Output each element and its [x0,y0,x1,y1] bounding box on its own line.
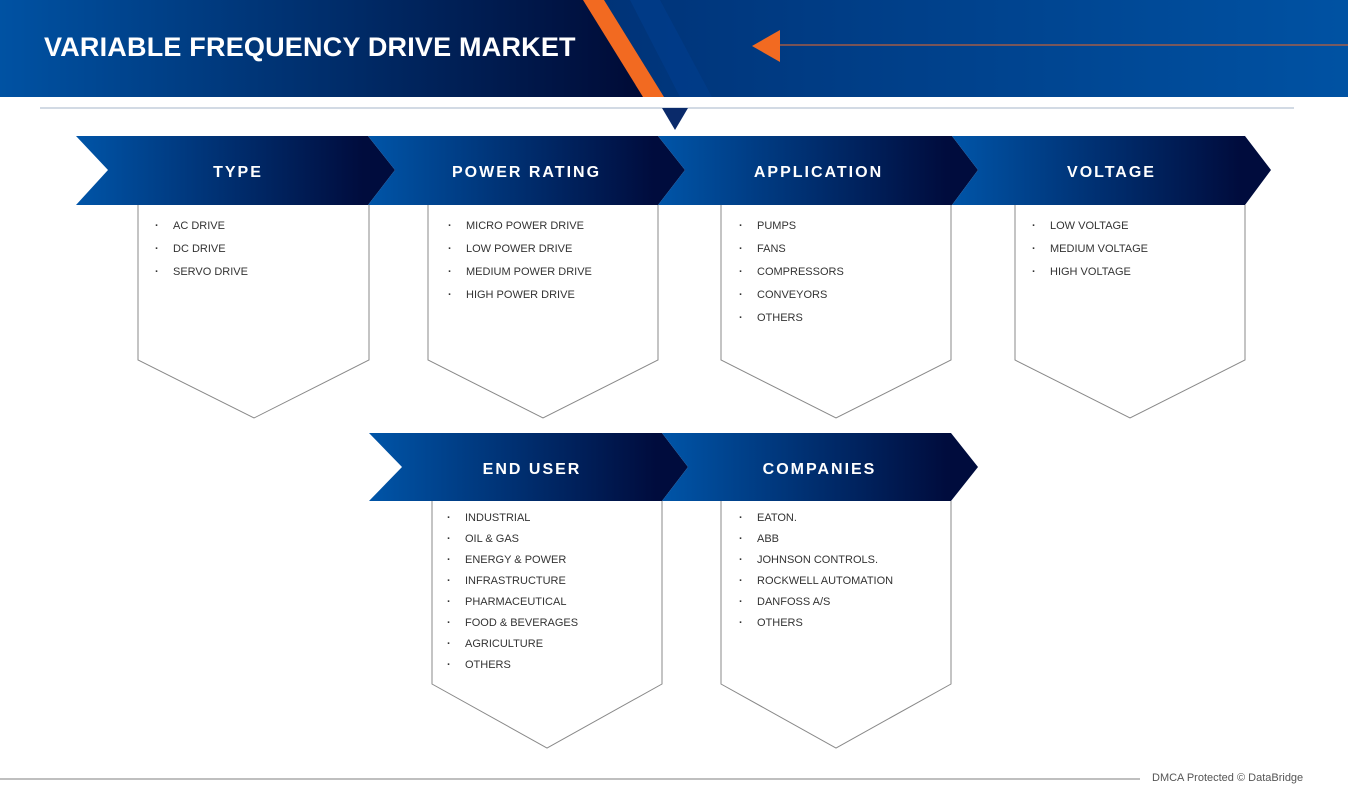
list-item: HIGH POWER DRIVE [448,289,592,312]
footer-credit: DMCA Protected © DataBridge [1152,772,1304,784]
list-item: DANFOSS A/S [739,596,893,617]
chevrons [76,136,1271,501]
list-item: PHARMACEUTICAL [447,596,578,617]
list-item: OTHERS [739,312,844,335]
companies-list: EATON. ABB JOHNSON CONTROLS. ROCKWELL AU… [739,512,893,638]
segment-label-voltage: VOLTAGE [1067,164,1156,181]
list-item: HIGH VOLTAGE [1032,266,1148,289]
page-title: VARIABLE FREQUENCY DRIVE MARKET [44,32,576,62]
segment-label-power-rating: POWER RATING [451,164,602,181]
chevron-companies [662,433,978,501]
chevron-type [76,136,395,205]
chevron-application [658,136,978,205]
end-user-list: INDUSTRIAL OIL & GAS ENERGY & POWER INFR… [447,512,578,680]
segment-label-companies: COMPANIES [762,461,877,478]
list-item: LOW VOLTAGE [1032,220,1148,243]
list-item: OTHERS [739,617,893,638]
list-item: INDUSTRIAL [447,512,578,533]
list-item: INFRASTRUCTURE [447,575,578,596]
list-item: FANS [739,243,844,266]
list-item: COMPRESSORS [739,266,844,289]
list-item: OIL & GAS [447,533,578,554]
segment-label-application: APPLICATION [753,164,884,181]
segment-label-end-user: END USER [482,461,582,478]
type-list: AC DRIVE DC DRIVE SERVO DRIVE [155,220,248,289]
voltage-list: LOW VOLTAGE MEDIUM VOLTAGE HIGH VOLTAGE [1032,220,1148,289]
segment-label-type: TYPE [213,164,263,181]
list-item: PUMPS [739,220,844,243]
list-item: ABB [739,533,893,554]
power-rating-list: MICRO POWER DRIVE LOW POWER DRIVE MEDIUM… [448,220,592,312]
list-item: ENERGY & POWER [447,554,578,575]
list-item: OTHERS [447,659,578,680]
list-item: DC DRIVE [155,243,248,266]
list-item: AC DRIVE [155,220,248,243]
list-item: CONVEYORS [739,289,844,312]
list-item: FOOD & BEVERAGES [447,617,578,638]
list-item: MICRO POWER DRIVE [448,220,592,243]
header-banner [0,0,1348,97]
list-item: ROCKWELL AUTOMATION [739,575,893,596]
orange-arrow-icon [752,30,780,62]
list-item: LOW POWER DRIVE [448,243,592,266]
list-item: SERVO DRIVE [155,266,248,289]
chevron-end-user [369,433,688,501]
list-item: MEDIUM POWER DRIVE [448,266,592,289]
chevron-power-rating [368,136,685,205]
list-item: EATON. [739,512,893,533]
application-list: PUMPS FANS COMPRESSORS CONVEYORS OTHERS [739,220,844,335]
pointer-triangle-icon [662,108,688,130]
list-item: JOHNSON CONTROLS. [739,554,893,575]
list-item: AGRICULTURE [447,638,578,659]
orange-stripe [583,0,664,97]
chevron-voltage [952,136,1271,205]
list-item: MEDIUM VOLTAGE [1032,243,1148,266]
